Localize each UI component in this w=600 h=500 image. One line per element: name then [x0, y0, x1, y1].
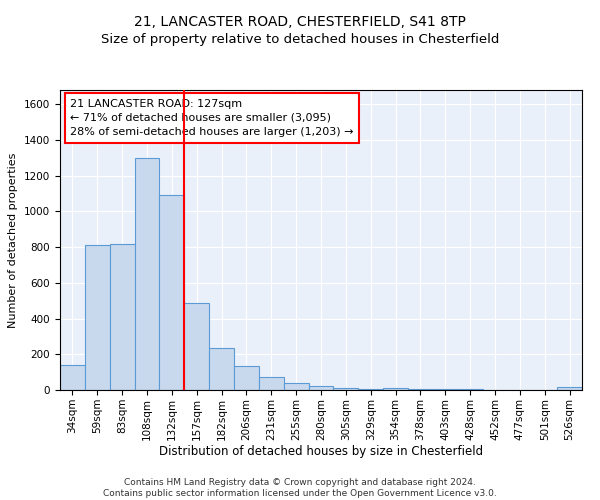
Bar — [358, 388, 383, 390]
Y-axis label: Number of detached properties: Number of detached properties — [8, 152, 19, 328]
Bar — [209, 348, 234, 390]
Bar — [557, 388, 582, 390]
Bar — [334, 388, 358, 390]
Bar — [408, 389, 433, 390]
Text: 21 LANCASTER ROAD: 127sqm
← 71% of detached houses are smaller (3,095)
28% of se: 21 LANCASTER ROAD: 127sqm ← 71% of detac… — [70, 99, 354, 137]
Bar — [110, 244, 134, 390]
Bar — [160, 196, 184, 390]
Text: Size of property relative to detached houses in Chesterfield: Size of property relative to detached ho… — [101, 32, 499, 46]
Bar — [284, 383, 308, 390]
Bar — [259, 376, 284, 390]
Bar — [60, 365, 85, 390]
Bar — [234, 366, 259, 390]
Bar — [134, 158, 160, 390]
Bar — [383, 388, 408, 390]
X-axis label: Distribution of detached houses by size in Chesterfield: Distribution of detached houses by size … — [159, 446, 483, 458]
Text: Contains HM Land Registry data © Crown copyright and database right 2024.
Contai: Contains HM Land Registry data © Crown c… — [103, 478, 497, 498]
Text: 21, LANCASTER ROAD, CHESTERFIELD, S41 8TP: 21, LANCASTER ROAD, CHESTERFIELD, S41 8T… — [134, 15, 466, 29]
Bar — [308, 386, 334, 390]
Bar — [85, 246, 110, 390]
Bar — [184, 302, 209, 390]
Bar — [433, 389, 458, 390]
